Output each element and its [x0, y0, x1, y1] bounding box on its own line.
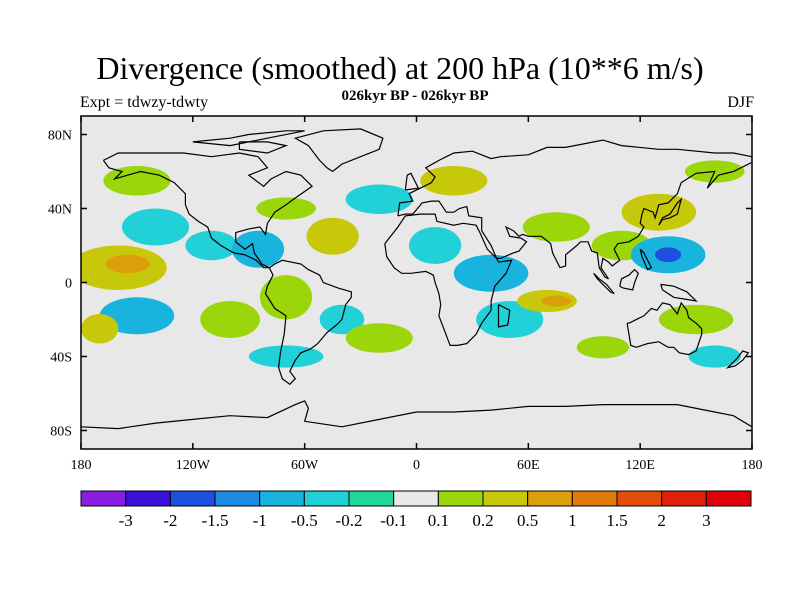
y-tick-label: 40N — [48, 203, 72, 218]
colorbar-label: -2 — [163, 511, 177, 530]
x-tick-label: 120E — [625, 458, 655, 473]
anomaly-patch — [103, 165, 171, 196]
y-tick-label: 40S — [50, 351, 72, 366]
coastline — [658, 197, 683, 226]
colorbar-label: 0.2 — [472, 511, 493, 530]
anomaly-patch — [453, 254, 529, 292]
anomaly-patch — [420, 165, 488, 196]
coastline — [593, 272, 615, 295]
anomaly-patch — [409, 227, 462, 264]
anomaly-patch — [306, 217, 359, 255]
anomaly-patch — [256, 197, 316, 220]
colorbar-swatch — [169, 490, 216, 507]
colorbar-label: 1.5 — [606, 511, 627, 530]
map-background — [81, 116, 752, 449]
anomaly-patch — [105, 254, 150, 274]
colorbar-label: -1.5 — [202, 511, 229, 530]
anomaly-patch — [522, 212, 590, 242]
x-tick-label: 180 — [71, 458, 92, 473]
coastline — [497, 304, 511, 328]
coastline — [192, 130, 305, 147]
colorbar-label: -0.5 — [291, 511, 318, 530]
anomaly-patch — [345, 184, 413, 215]
colorbar: -3 -2 -1.5 -1 -0.5 -0.2 -0.1 0.1 0.2 0.5 1 1.5 2 3 — [80, 490, 752, 530]
anomaly-patch — [345, 323, 413, 353]
colorbar-swatch — [259, 490, 305, 507]
colorbar-swatch — [705, 490, 752, 507]
coastline — [639, 248, 653, 271]
coastline — [384, 213, 513, 346]
x-tick-label: 180 — [742, 458, 763, 473]
anomaly-patch — [655, 247, 682, 263]
colorbar-label: -0.1 — [380, 511, 407, 530]
x-tick-label: 0 — [413, 458, 420, 473]
anomaly-patch — [576, 336, 629, 359]
anomaly-patch — [476, 301, 544, 338]
coastline — [660, 283, 698, 302]
colorbar-label: 1 — [568, 511, 577, 530]
anomaly-patch — [231, 230, 285, 268]
colorbar-swatch — [348, 490, 395, 507]
colorbar-label: 0.5 — [517, 511, 538, 530]
colorbar-label: 0.1 — [428, 511, 449, 530]
anomaly-patch — [185, 230, 238, 261]
figure-subtitle: 026kyr BP - 026kyr BP — [341, 88, 489, 104]
colorbar-label: -3 — [119, 511, 133, 530]
coastlines — [81, 128, 752, 430]
anomaly-patch — [688, 345, 741, 368]
x-axis: 180 120W 60W 0 60E 120E 180 — [71, 116, 763, 473]
coastline — [626, 301, 703, 356]
coastline — [293, 128, 384, 173]
colorbar-swatch — [214, 490, 261, 507]
colorbar-swatch — [125, 490, 171, 507]
colorbar-label: -1 — [253, 511, 267, 530]
coastline — [397, 139, 752, 280]
colorbar-swatch — [616, 490, 663, 507]
colorbar-swatch — [571, 490, 618, 507]
anomaly-patch — [259, 275, 313, 320]
y-tick-label: 80N — [48, 129, 72, 144]
colorbar-swatch — [303, 490, 350, 507]
colorbar-swatch — [527, 490, 573, 507]
anomaly-patch — [658, 304, 734, 335]
x-tick-label: 60E — [517, 458, 540, 473]
experiment-label: Expt = tdwzy-tdwty — [80, 94, 209, 111]
colorbar-swatch — [393, 490, 439, 507]
coastline — [725, 350, 750, 369]
coastline — [404, 172, 420, 191]
y-tick-label: 80S — [50, 425, 72, 440]
x-tick-label: 60W — [291, 458, 319, 473]
y-axis: 80N 40N 0 40S 80S — [48, 129, 752, 440]
colorbar-label: -0.2 — [336, 511, 363, 530]
anomaly-field — [81, 160, 745, 368]
anomaly-patch — [200, 301, 260, 338]
coastline — [238, 141, 289, 154]
colorbar-label: 2 — [657, 511, 666, 530]
colorbar-swatch — [661, 490, 707, 507]
figure-title: Divergence (smoothed) at 200 hPa (10**6 … — [96, 50, 704, 86]
season-label: DJF — [727, 94, 754, 111]
coastline — [264, 259, 352, 386]
coastline — [102, 152, 314, 269]
coastline — [619, 268, 640, 291]
colorbar-label: 3 — [702, 511, 711, 530]
anomaly-patch — [248, 345, 324, 368]
anomaly-patch — [99, 297, 175, 335]
anomaly-patch — [81, 313, 119, 344]
colorbar-swatch — [80, 490, 127, 507]
colorbar-swatch — [437, 490, 484, 507]
coastline — [81, 400, 752, 430]
anomaly-patch — [122, 208, 190, 246]
x-tick-label: 120W — [176, 458, 211, 473]
y-tick-label: 0 — [65, 277, 72, 292]
anomaly-patch — [541, 295, 572, 307]
colorbar-swatch — [482, 490, 529, 507]
